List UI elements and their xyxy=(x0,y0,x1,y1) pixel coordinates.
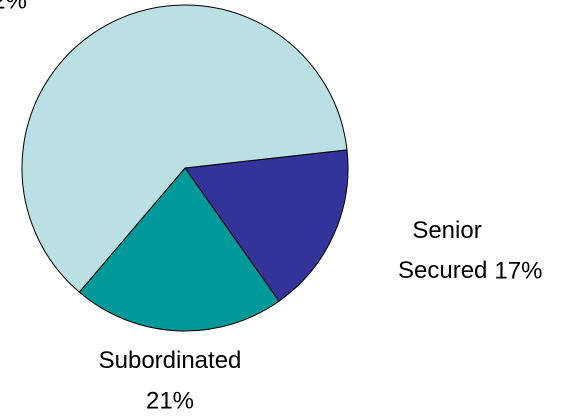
label-line: Secured xyxy=(398,257,487,284)
value-label: 21% xyxy=(146,387,194,414)
pie-slice xyxy=(78,167,280,332)
pie-slice xyxy=(184,149,349,302)
label-line: Senior xyxy=(412,217,481,244)
slice-label: Subordinated xyxy=(99,347,242,374)
label-line: Subordinated xyxy=(99,347,242,374)
value-label: 62% xyxy=(0,0,27,14)
pie-slice xyxy=(21,4,348,293)
value-label: 17% xyxy=(494,257,542,284)
slice-label: Senior Secured xyxy=(398,217,487,284)
